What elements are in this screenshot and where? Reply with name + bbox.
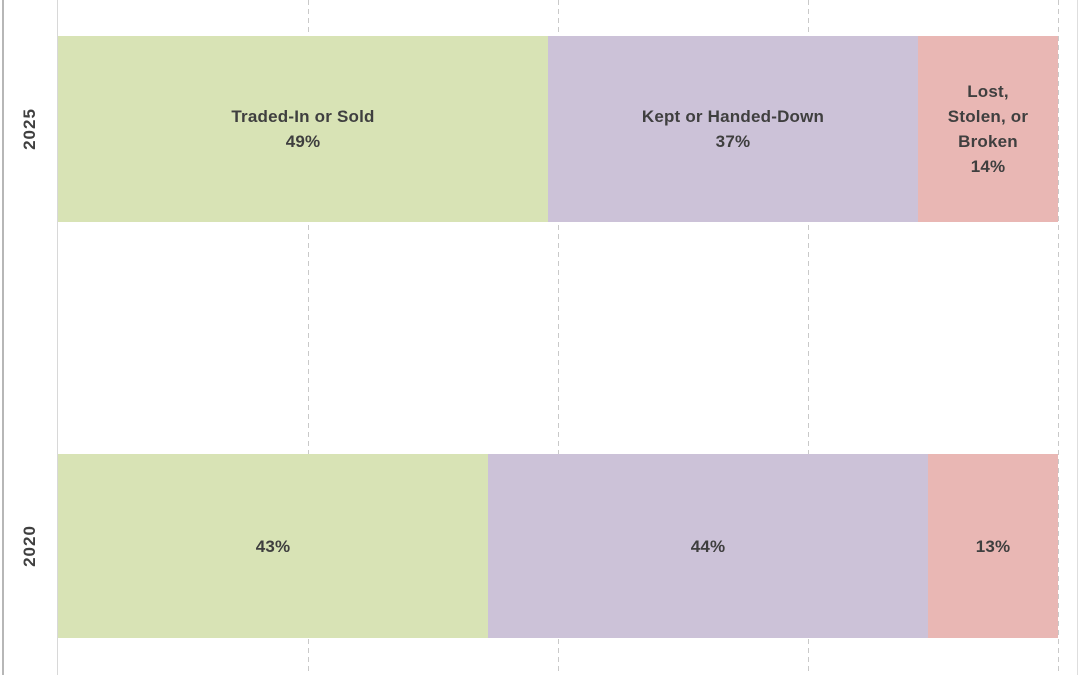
bar-2025: Traded-In or Sold 49% Kept or Handed-Down 3… — [58, 36, 1058, 222]
y-axis-label-2025: 2025 — [20, 108, 39, 150]
y-axis-label-2020: 2020 — [20, 525, 39, 567]
segment-label-2025-kept-or-handed-down: Kept or Handed-Down 37% — [641, 107, 825, 151]
segment-2020-kept-or-handed-down: 44% — [488, 454, 928, 638]
segment-label-2020-traded-in-or-sold: 43% — [255, 536, 291, 556]
chart-frame-left-border — [2, 0, 4, 675]
segment-label-2025-traded-in-or-sold: Traded-In or Sold 49% — [231, 107, 375, 151]
bar-2020: 43% 44% 13% — [58, 454, 1058, 638]
segment-2025-lost-stolen-or-broken: Lost, Stolen, or Broken 14% — [918, 36, 1058, 222]
segment-label-2025-lost-stolen-or-broken: Lost, Stolen, or Broken 14% — [947, 82, 1029, 176]
segment-2020-lost-stolen-or-broken: 13% — [928, 454, 1058, 638]
segment-label-2020-lost-stolen-or-broken: 13% — [975, 536, 1011, 556]
y-axis-line — [57, 0, 58, 675]
segment-2020-traded-in-or-sold: 43% — [58, 454, 488, 638]
gridline-75pct — [807, 0, 809, 675]
segment-2025-traded-in-or-sold: Traded-In or Sold 49% — [58, 36, 548, 222]
gridline-25pct — [307, 0, 309, 675]
gridline-100pct — [1057, 0, 1059, 675]
gridline-50pct — [557, 0, 559, 675]
chart-frame-right-border — [1077, 0, 1078, 675]
segment-2025-kept-or-handed-down: Kept or Handed-Down 37% — [548, 36, 918, 222]
segment-label-2020-kept-or-handed-down: 44% — [690, 536, 726, 556]
